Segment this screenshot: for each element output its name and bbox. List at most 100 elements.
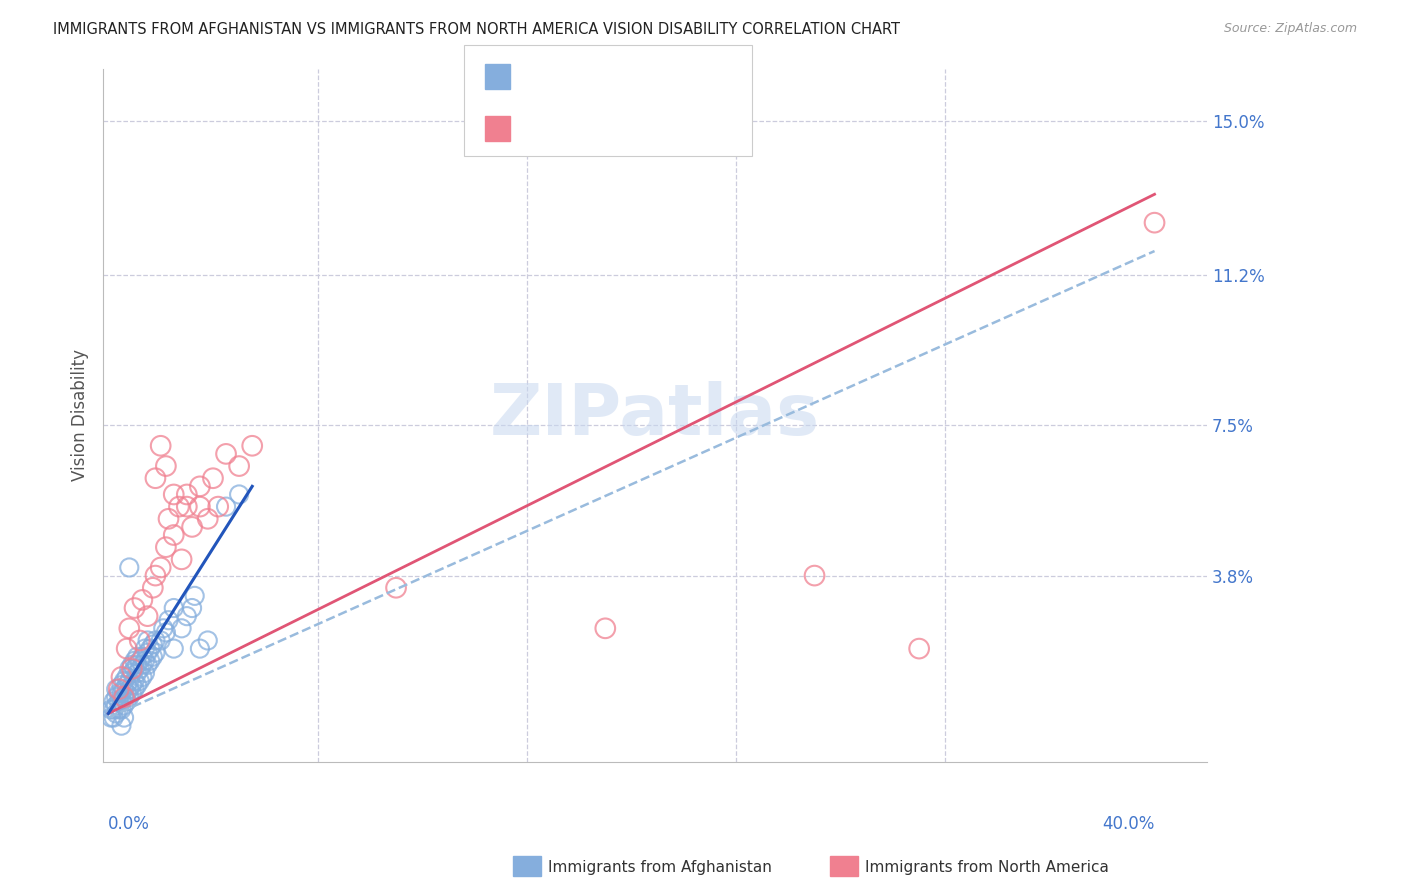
- Point: [183, 589, 205, 603]
- Text: 40.0%: 40.0%: [1102, 815, 1154, 833]
- Point: [1143, 216, 1166, 230]
- Point: [108, 702, 131, 716]
- Point: [163, 487, 186, 501]
- Point: [170, 552, 193, 566]
- Point: [127, 657, 149, 672]
- Text: Source: ZipAtlas.com: Source: ZipAtlas.com: [1223, 22, 1357, 36]
- Point: [131, 657, 153, 672]
- Point: [100, 710, 122, 724]
- Point: [108, 694, 131, 708]
- Point: [124, 601, 146, 615]
- Point: [118, 560, 141, 574]
- Point: [118, 621, 141, 635]
- Point: [228, 487, 250, 501]
- Point: [149, 439, 172, 453]
- Point: [110, 702, 132, 716]
- Point: [240, 439, 263, 453]
- Point: [112, 698, 135, 713]
- Point: [215, 500, 238, 514]
- Point: [121, 686, 143, 700]
- Point: [139, 641, 162, 656]
- Point: [118, 662, 141, 676]
- Point: [128, 633, 150, 648]
- Point: [207, 500, 229, 514]
- Point: [110, 686, 132, 700]
- Point: [100, 702, 122, 716]
- Point: [121, 657, 143, 672]
- Point: [197, 512, 219, 526]
- Point: [142, 581, 165, 595]
- Point: [188, 500, 211, 514]
- Text: N =: N =: [619, 70, 652, 84]
- Point: [908, 641, 931, 656]
- Point: [127, 665, 149, 680]
- Point: [121, 665, 143, 680]
- Point: [112, 690, 135, 705]
- Point: [115, 686, 138, 700]
- Point: [112, 710, 135, 724]
- Point: [118, 682, 141, 697]
- Point: [110, 670, 132, 684]
- Point: [103, 710, 125, 724]
- Y-axis label: Vision Disability: Vision Disability: [72, 350, 89, 482]
- Point: [131, 593, 153, 607]
- Point: [595, 621, 617, 635]
- Point: [215, 447, 238, 461]
- Point: [228, 458, 250, 473]
- Point: [170, 621, 193, 635]
- Text: Immigrants from Afghanistan: Immigrants from Afghanistan: [548, 860, 772, 874]
- Point: [134, 665, 156, 680]
- Point: [131, 670, 153, 684]
- Point: [142, 649, 165, 664]
- Point: [110, 694, 132, 708]
- Point: [155, 458, 177, 473]
- Point: [128, 662, 150, 676]
- Point: [128, 654, 150, 668]
- Point: [118, 674, 141, 689]
- Point: [155, 625, 177, 640]
- Text: 0.0%: 0.0%: [108, 815, 150, 833]
- Point: [152, 621, 174, 635]
- Point: [112, 674, 135, 689]
- Text: 38: 38: [648, 121, 669, 136]
- Point: [145, 646, 167, 660]
- Point: [127, 678, 149, 692]
- Point: [127, 649, 149, 664]
- Point: [176, 487, 198, 501]
- Text: 0.610: 0.610: [553, 70, 600, 84]
- Point: [155, 540, 177, 554]
- Point: [105, 690, 128, 705]
- Point: [134, 641, 156, 656]
- Point: [108, 682, 131, 697]
- Point: [105, 698, 128, 713]
- Point: [105, 682, 128, 697]
- Point: [157, 512, 180, 526]
- Text: ZIPatlas: ZIPatlas: [489, 381, 820, 450]
- Text: IMMIGRANTS FROM AFGHANISTAN VS IMMIGRANTS FROM NORTH AMERICA VISION DISABILITY C: IMMIGRANTS FROM AFGHANISTAN VS IMMIGRANT…: [53, 22, 900, 37]
- Point: [110, 719, 132, 733]
- Point: [115, 670, 138, 684]
- Point: [803, 568, 825, 582]
- Point: [139, 654, 162, 668]
- Point: [149, 560, 172, 574]
- Point: [188, 479, 211, 493]
- Point: [176, 500, 198, 514]
- Point: [124, 662, 146, 676]
- Point: [115, 641, 138, 656]
- Point: [157, 613, 180, 627]
- Point: [136, 657, 159, 672]
- Point: [181, 520, 204, 534]
- Point: [136, 633, 159, 648]
- Point: [142, 638, 165, 652]
- Point: [110, 678, 132, 692]
- Point: [385, 581, 408, 595]
- Point: [201, 471, 224, 485]
- Point: [115, 678, 138, 692]
- Text: 69: 69: [648, 70, 669, 84]
- Point: [163, 641, 186, 656]
- Point: [124, 674, 146, 689]
- Point: [124, 682, 146, 697]
- Point: [197, 633, 219, 648]
- Point: [145, 471, 167, 485]
- Point: [112, 682, 135, 697]
